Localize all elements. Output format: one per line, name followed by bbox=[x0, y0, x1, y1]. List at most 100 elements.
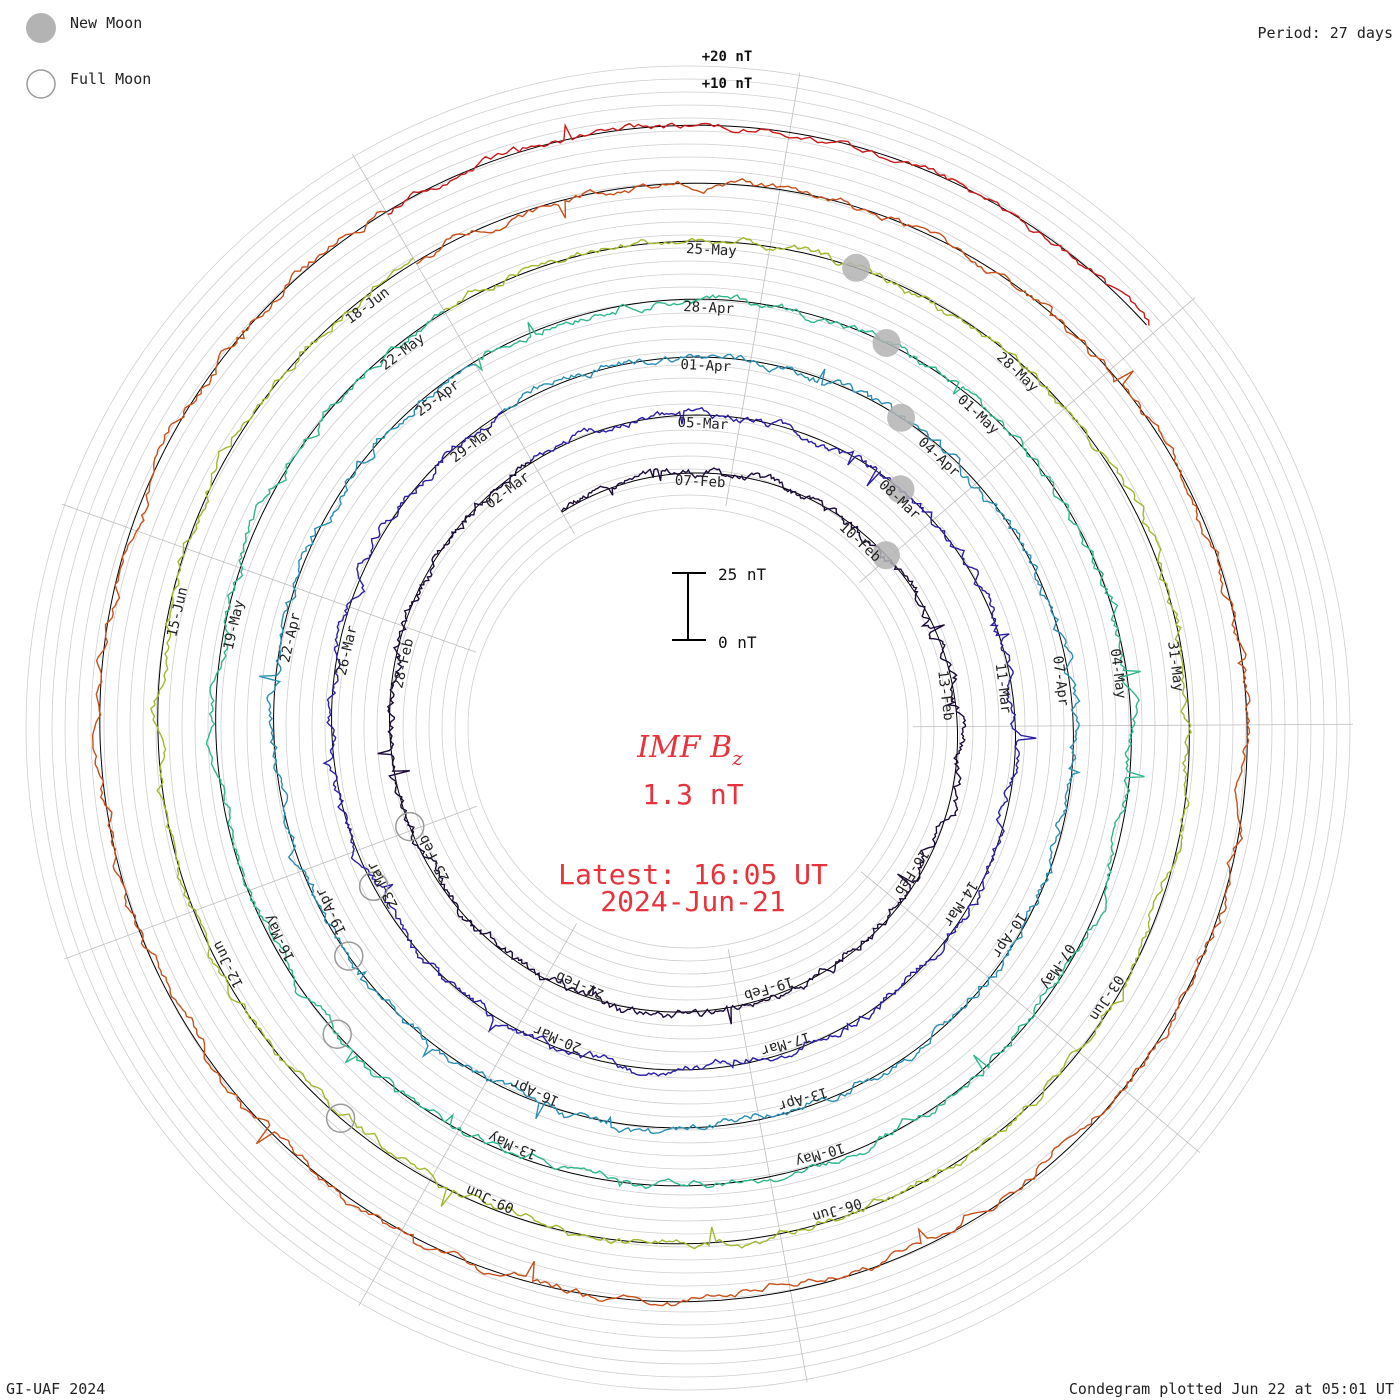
date-label: 07-Apr bbox=[1049, 655, 1071, 707]
footer-plotted: Condegram plotted Jun 22 at 05:01 UT bbox=[1069, 1380, 1394, 1398]
full-moon-marker bbox=[334, 941, 364, 971]
grid-circle bbox=[285, 325, 1091, 1131]
center-title-sub: z bbox=[731, 746, 743, 770]
grid-circle bbox=[324, 364, 1052, 1092]
grid-circle bbox=[207, 247, 1169, 1209]
grid-circle bbox=[441, 481, 935, 975]
grid-circle bbox=[116, 156, 1260, 1300]
latest-time: Latest: 16:05 UT bbox=[558, 858, 828, 891]
date-label: 05-Mar bbox=[677, 415, 728, 433]
grid-spoke bbox=[351, 153, 575, 534]
grid-circle bbox=[77, 117, 1299, 1339]
grid-circle bbox=[454, 494, 922, 962]
date-label: 01-Apr bbox=[680, 357, 731, 375]
grid-circle bbox=[246, 286, 1130, 1170]
series-trace-04-Feb bbox=[377, 459, 967, 1025]
full-moon-marker bbox=[358, 871, 389, 902]
date-label: 28-Apr bbox=[683, 299, 734, 317]
grid-spoke bbox=[859, 297, 1196, 583]
grid-circle bbox=[350, 390, 1026, 1066]
date-label: 22-May bbox=[378, 330, 428, 373]
grid-circle bbox=[415, 455, 961, 1001]
grid-circle bbox=[25, 65, 1351, 1391]
new-moon-marker bbox=[887, 403, 916, 432]
grid-spoke bbox=[64, 805, 478, 960]
date-label: 19-Feb bbox=[742, 973, 795, 1003]
zero-line-ring bbox=[385, 124, 1147, 326]
grid-circle bbox=[389, 429, 987, 1027]
latest-date: 2024-Jun-21 bbox=[600, 885, 785, 918]
grid-circle bbox=[428, 468, 948, 988]
ring-scale-label-10: +10 nT bbox=[702, 76, 753, 92]
grid-circle bbox=[311, 351, 1065, 1105]
zero-line-ring bbox=[99, 182, 1248, 1303]
new-moon-legend-icon bbox=[26, 13, 56, 43]
grid-spoke bbox=[727, 949, 808, 1383]
series-trace-25-Apr bbox=[205, 294, 1145, 1190]
date-label: 11-Mar bbox=[992, 662, 1014, 714]
grid-circle bbox=[51, 91, 1325, 1365]
grid-circle bbox=[376, 416, 1000, 1040]
zero-rings bbox=[99, 124, 1248, 1303]
date-label: 13-May bbox=[486, 1128, 539, 1162]
date-label: 22-Feb bbox=[554, 968, 607, 1002]
series-trace-18-Jun bbox=[91, 177, 1251, 1307]
grid-circle bbox=[90, 130, 1286, 1326]
grid-circle bbox=[337, 377, 1039, 1079]
series-trace-22-May bbox=[150, 236, 1193, 1250]
date-label: 25-Feb bbox=[416, 832, 453, 884]
center-value: 1.3 nT bbox=[642, 778, 743, 811]
date-label: 04-May bbox=[1107, 648, 1129, 700]
new-moon-legend-label: New Moon bbox=[70, 14, 142, 32]
grid-spoke bbox=[61, 503, 477, 653]
date-label: 31-May bbox=[1164, 640, 1186, 692]
date-label: 10-Feb bbox=[836, 519, 884, 565]
date-label: 16-May bbox=[261, 912, 298, 964]
series-trace-21-Jun bbox=[387, 122, 1150, 326]
zero-line-ring bbox=[215, 298, 1132, 1187]
grid-spoke bbox=[860, 871, 1201, 1153]
date-label: 18-Jun bbox=[343, 284, 393, 327]
center-readout: IMF Bz 1.3 nT Latest: 16:05 UT 2024-Jun-… bbox=[558, 730, 828, 918]
grid-circle bbox=[233, 273, 1143, 1183]
grid-circle bbox=[103, 143, 1273, 1313]
ring-scale-label-20: +20 nT bbox=[702, 49, 753, 65]
date-label: 14-Mar bbox=[940, 878, 981, 929]
grid-circle bbox=[181, 221, 1195, 1235]
grid-spoke bbox=[912, 723, 1353, 728]
grid-circle bbox=[220, 260, 1156, 1196]
full-moon-marker bbox=[395, 811, 425, 842]
center-title: IMF Bz bbox=[636, 730, 743, 770]
full-moon-legend-icon bbox=[26, 69, 56, 99]
grid-circle bbox=[402, 442, 974, 1014]
full-moon-marker bbox=[322, 1019, 352, 1049]
grid-circle bbox=[194, 234, 1182, 1222]
date-label: 02-Mar bbox=[483, 469, 533, 512]
date-label: 10-May bbox=[793, 1139, 846, 1169]
new-moon-marker bbox=[886, 475, 915, 504]
grid-circle bbox=[38, 78, 1338, 1378]
scale-bar-top-label: 25 nT bbox=[718, 565, 767, 584]
legend: New Moon Full Moon bbox=[26, 13, 151, 99]
grid-circle bbox=[129, 169, 1247, 1287]
grid-circle bbox=[298, 338, 1078, 1118]
scale-bar: 25 nT 0 nT bbox=[672, 565, 767, 652]
grid-circle bbox=[168, 208, 1208, 1248]
data-traces bbox=[91, 122, 1251, 1307]
scale-bar-bottom-label: 0 nT bbox=[718, 633, 757, 652]
grid-circle bbox=[155, 195, 1221, 1261]
new-moon-marker bbox=[842, 253, 871, 282]
date-label: 16-Feb bbox=[891, 846, 932, 897]
grid-spoke bbox=[725, 72, 801, 507]
grid-circle bbox=[363, 403, 1013, 1053]
zero-line-ring bbox=[273, 356, 1074, 1129]
full-moon-legend-label: Full Moon bbox=[70, 70, 151, 88]
new-moon-marker bbox=[871, 541, 900, 570]
center-title-main: IMF B bbox=[636, 730, 732, 765]
grid-circle bbox=[259, 299, 1117, 1157]
date-label: 29-Mar bbox=[448, 423, 498, 466]
footer-credit: GI-UAF 2024 bbox=[6, 1380, 105, 1398]
grid-circle bbox=[467, 507, 909, 949]
condegram-grid bbox=[25, 65, 1353, 1391]
new-moon-marker bbox=[872, 329, 901, 357]
